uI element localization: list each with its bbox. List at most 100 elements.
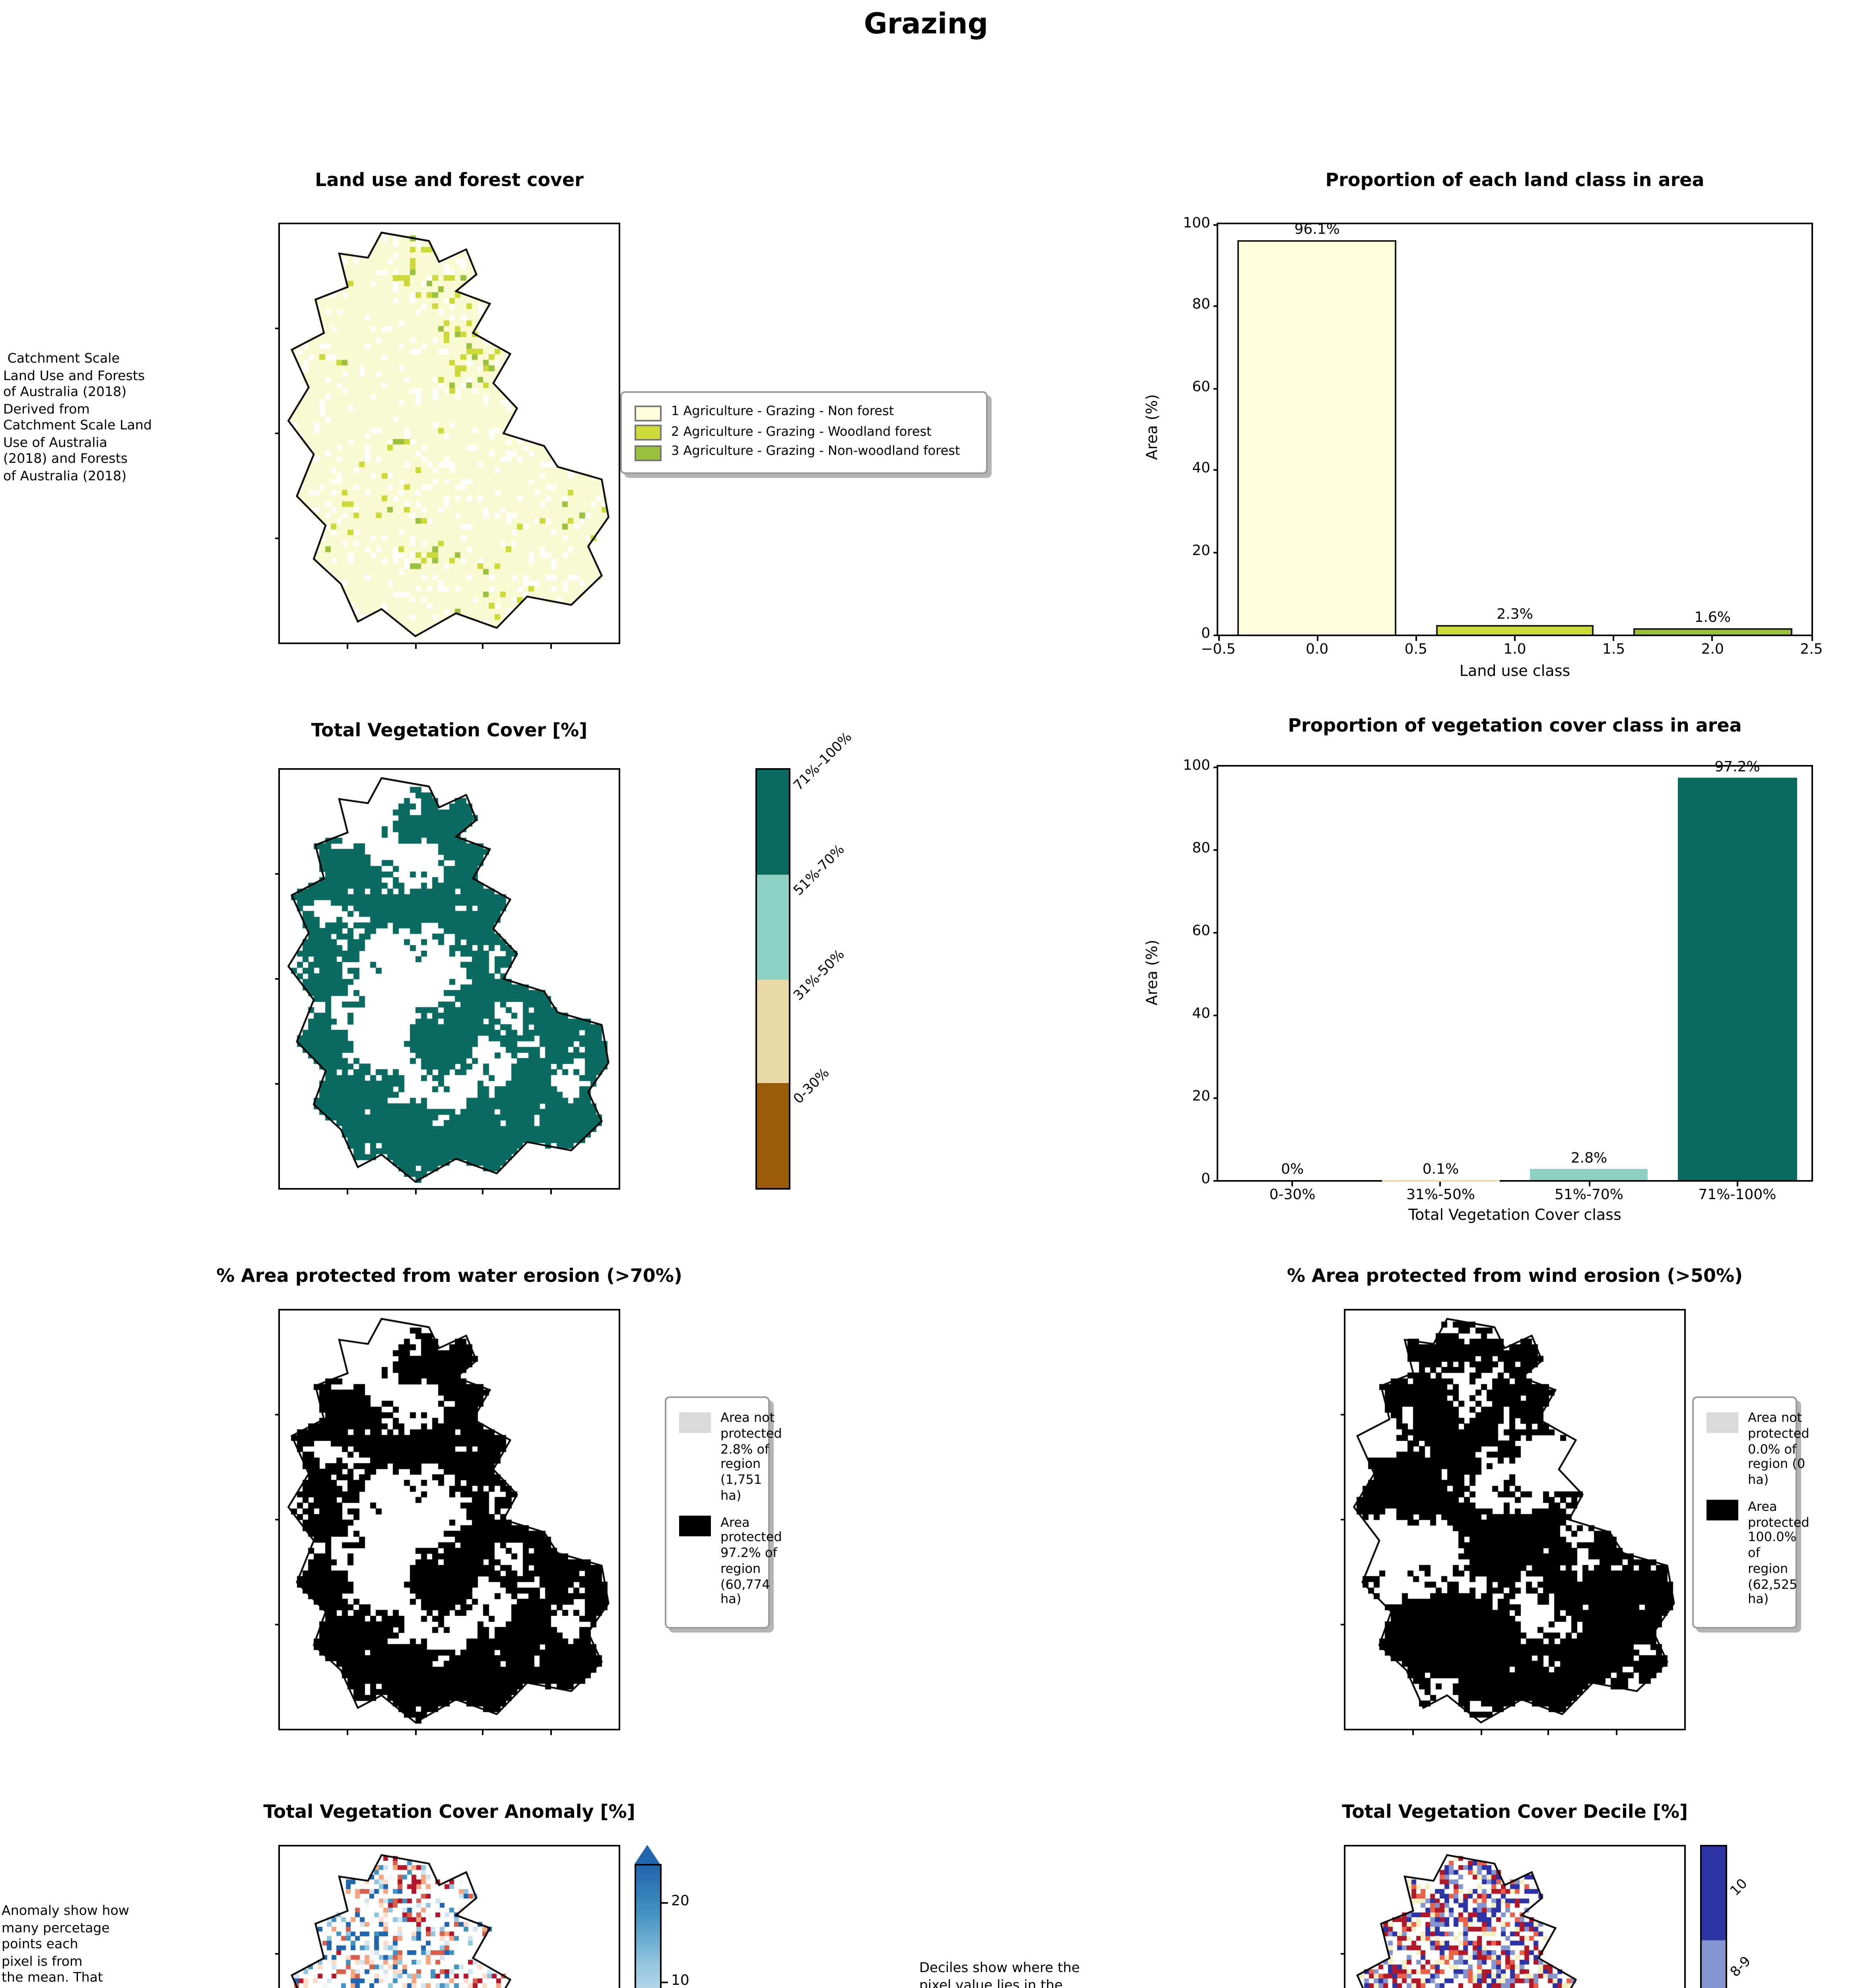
anomaly-map-title: Total Vegetation Cover Anomaly [%]: [263, 1800, 635, 1823]
wind-erosion-title: % Area protected from wind erosion (>50%…: [1287, 1264, 1743, 1287]
colorbar-tick-label: 10: [671, 1973, 689, 1988]
legend-entry: Area protected 100.0% of region (62,525 …: [1706, 1499, 1809, 1608]
colorbar-arrow-up: [635, 1845, 660, 1864]
legend-label: Area not protected 0.0% of region (0 ha): [1748, 1411, 1809, 1487]
y-tick-label: 20: [1192, 1089, 1210, 1105]
bar-value-label: 96.1%: [1294, 223, 1340, 239]
colorbar-label: 10: [1728, 1876, 1751, 1900]
colorbar-segment: [1702, 1846, 1726, 1941]
map-x-tick: [347, 643, 349, 648]
map-y-tick: [274, 1519, 280, 1520]
map-x-tick: [414, 1729, 416, 1734]
x-tick: [1736, 1180, 1738, 1186]
legend-label: Area not protected 2.8% of region (1,751…: [720, 1411, 782, 1503]
map-y-tick: [1340, 1519, 1345, 1520]
map-y-tick: [274, 978, 280, 980]
y-tick-label: 60: [1192, 379, 1210, 396]
x-tick: [1514, 635, 1516, 640]
x-tick: [1291, 1180, 1293, 1186]
x-tick: [1316, 635, 1318, 640]
land-class-xlabel: Land use class: [1459, 663, 1571, 681]
x-tick: [1217, 635, 1219, 640]
colorbar-label: 31%-50%: [791, 946, 848, 1004]
x-tick-label: 0.5: [1404, 642, 1427, 658]
land-class-chart-title: Proportion of each land class in area: [1325, 169, 1704, 191]
y-tick: [1213, 223, 1218, 225]
map-y-tick: [1340, 1623, 1345, 1625]
y-tick: [1213, 387, 1218, 389]
vegcover-map-title: Total Vegetation Cover [%]: [311, 719, 588, 741]
bar-value-label: 0%: [1281, 1163, 1304, 1178]
y-tick-label: 60: [1192, 923, 1210, 939]
map-x-tick: [1412, 1729, 1414, 1734]
water-erosion-map: [274, 1309, 620, 1734]
x-tick-label: 0.0: [1305, 642, 1329, 658]
colorbar-label: 8-9: [1728, 1955, 1755, 1982]
map-y-tick: [1340, 1414, 1345, 1416]
colorbar-gradient: [635, 1864, 662, 1988]
bar: [1238, 240, 1396, 635]
veg-class-ylabel: Area (%): [1144, 940, 1162, 1006]
y-tick-label: 40: [1192, 462, 1210, 478]
x-tick-label: 71%-100%: [1698, 1187, 1776, 1203]
y-tick: [1213, 931, 1218, 933]
y-tick-label: 20: [1192, 544, 1210, 560]
legend-entry: 3 Agriculture - Grazing - Non-woodland f…: [635, 444, 973, 460]
water-erosion-title: % Area protected from water erosion (>70…: [216, 1264, 682, 1287]
legend-swatch: [679, 1411, 711, 1432]
legend-label: Area protected 100.0% of region (62,525 …: [1748, 1499, 1809, 1607]
vegcover-colorbar: 71%–100% 51%-70% 31%-50% 0-30%: [755, 730, 856, 1190]
bar-value-label: 97.2%: [1714, 761, 1760, 777]
map-x-tick: [550, 1188, 552, 1194]
wind-erosion-map: [1340, 1309, 1686, 1734]
map-y-tick: [274, 1083, 280, 1084]
y-tick: [1213, 551, 1218, 553]
veg-class-chart-title: Proportion of vegetation cover class in …: [1288, 714, 1742, 736]
legend-swatch: [635, 405, 662, 421]
x-tick-label: 51%-70%: [1554, 1187, 1623, 1203]
land-class-bar-chart: 0 20 40 60 80 100 −0.5 0.0 0.5 1.0 1.5 2.0 2.5 96.1% 2…: [1183, 215, 1823, 658]
y-tick-label: 80: [1192, 841, 1210, 856]
water-erosion-map-canvas: [280, 1310, 619, 1729]
bar-value-label: 2.3%: [1497, 608, 1533, 624]
bar: [1530, 1168, 1648, 1180]
map-y-tick: [274, 433, 280, 434]
legend-entry: Area protected 97.2% of region (60,774 h…: [679, 1515, 782, 1608]
map-x-tick: [1615, 1729, 1617, 1734]
map-y-tick: [274, 1953, 280, 1955]
colorbar-label: 71%–100%: [791, 730, 856, 795]
colorbar-tick: [662, 1981, 667, 1983]
wind-erosion-map-canvas: [1345, 1310, 1684, 1729]
x-tick: [1588, 1180, 1590, 1186]
x-tick: [1440, 1180, 1442, 1186]
anomaly-colorbar: 20100−10−20: [635, 1845, 689, 1988]
x-tick-label: 1.0: [1503, 642, 1526, 658]
y-tick-label: 0: [1201, 626, 1210, 642]
bar: [1678, 778, 1797, 1180]
x-tick-label: 2.0: [1701, 642, 1724, 658]
legend-swatch: [1706, 1411, 1738, 1432]
legend-label: 1 Agriculture - Grazing - Non forest: [671, 404, 894, 418]
legend-entry: Area not protected 0.0% of region (0 ha): [1706, 1411, 1809, 1488]
legend-entry: 2 Agriculture - Grazing - Woodland fores…: [635, 424, 973, 441]
bar-value-label: 2.8%: [1571, 1151, 1607, 1167]
page-title: Grazing: [864, 8, 988, 41]
x-tick: [1712, 635, 1714, 640]
water-erosion-legend: Area not protected 2.8% of region (1,751…: [665, 1396, 782, 1629]
colorbar-tick-label: 20: [671, 1895, 689, 1911]
x-tick: [1811, 635, 1812, 640]
y-tick-label: 40: [1192, 1006, 1210, 1022]
landuse-legend: 1 Agriculture - Grazing - Non forest 2 Ag…: [620, 391, 988, 473]
map-x-tick: [482, 643, 484, 648]
map-y-tick: [1340, 1953, 1345, 1955]
landuse-map-title: Land use and forest cover: [315, 169, 584, 191]
bar-value-label: 0.1%: [1422, 1162, 1459, 1178]
anomaly-note: Anomaly show how many percetage points e…: [2, 1902, 129, 1988]
legend-swatch: [635, 445, 662, 460]
land-class-ylabel: Area (%): [1144, 394, 1162, 460]
map-x-tick: [1480, 1729, 1482, 1734]
anomaly-map-canvas: [280, 1846, 619, 1988]
y-tick: [1213, 634, 1218, 635]
y-tick: [1213, 470, 1218, 472]
